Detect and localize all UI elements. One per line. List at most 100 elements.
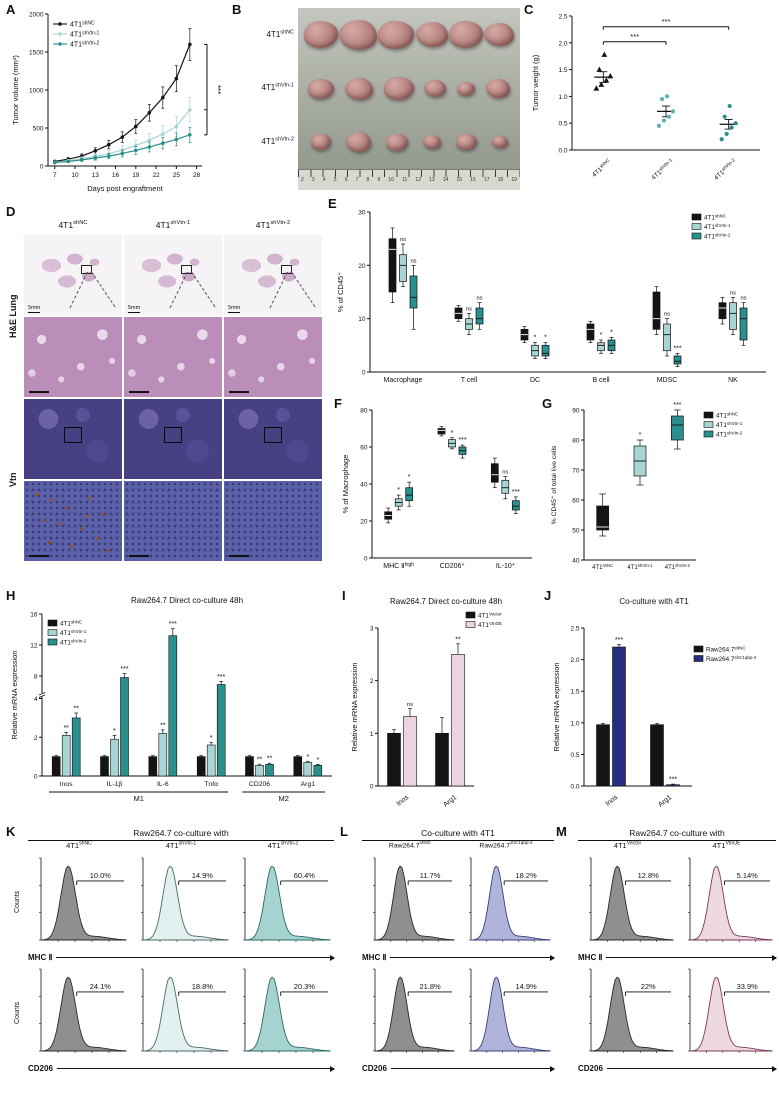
panel-D-histology: 4T1shNC 4T1shVtn-1 4T1shVtn-2 H&E Lung V…: [8, 220, 324, 561]
svg-text:Raw264.7 Direct co-culture 48h: Raw264.7 Direct co-culture 48h: [390, 597, 502, 606]
svg-text:70: 70: [572, 468, 580, 475]
panel-G-cd45-boxplot: 40 50 60 70 80 90 % CD45⁺ of total live cells 4…: [551, 402, 743, 571]
ruler-ticks: [298, 170, 520, 178]
zoom-dash-line: [169, 271, 188, 309]
roi-box: [81, 265, 92, 274]
svg-text:***: ***: [169, 621, 177, 628]
panel-label-L: L: [340, 824, 348, 839]
svg-text:Tnfα: Tnfα: [204, 781, 218, 788]
panel-J-mrna-bar-chart: 0.0 0.5 1.0 1.5 2.0 2.5 Co-culture with 4T1 Rel…: [552, 597, 757, 809]
scale-bar: [129, 390, 149, 393]
ruler-number: 17: [483, 177, 490, 184]
svg-text:Tumor volume (mm³): Tumor volume (mm³): [11, 55, 20, 125]
panel-label-D: D: [6, 204, 16, 219]
svg-text:4T1shVtn-2: 4T1shVtn-2: [60, 639, 87, 647]
svg-text:ns: ns: [664, 312, 670, 318]
tumor-sample: [378, 20, 415, 49]
svg-text:*: *: [113, 728, 116, 735]
ruler-number: 16: [470, 177, 476, 184]
svg-text:Days post engraftment: Days post engraftment: [87, 184, 163, 193]
svg-text:18.2%: 18.2%: [515, 871, 537, 880]
tumor-sample: [338, 19, 377, 50]
svg-text:12.8%: 12.8%: [638, 871, 660, 880]
scale-bar: [29, 554, 49, 557]
svg-text:*: *: [451, 430, 454, 437]
tumor-sample: [456, 81, 475, 96]
svg-text:B cell: B cell: [592, 377, 610, 384]
svg-text:***: ***: [673, 402, 681, 409]
svg-text:2.0: 2.0: [558, 40, 567, 47]
svg-text:1: 1: [370, 731, 374, 738]
tumor-row: [298, 62, 520, 116]
svg-text:0.5: 0.5: [570, 752, 579, 759]
ruler-number: 5: [333, 177, 337, 184]
ruler-number: 13: [429, 177, 435, 184]
svg-text:Macrophage: Macrophage: [384, 377, 423, 384]
flow-header: 4T1shNC 4T1shVtn-1 4T1shVtn-2: [28, 841, 334, 853]
svg-text:4T1shVtn-2: 4T1shVtn-2: [716, 431, 743, 439]
svg-text:Relative mRNA expression: Relative mRNA expression: [350, 662, 359, 751]
zoom-dash-line: [269, 271, 288, 309]
svg-text:24.1%: 24.1%: [90, 982, 112, 991]
svg-text:**: **: [267, 756, 273, 763]
tumor-sample: [383, 77, 414, 100]
svg-text:Raw264.7shNC: Raw264.7shNC: [706, 646, 746, 654]
svg-text:IL-1β: IL-1β: [107, 781, 123, 788]
tumor-sample: [424, 80, 447, 97]
tumor-row-label: 4T1shNC: [266, 29, 294, 40]
vtn-ihc-zoom-shVtn-1: [124, 481, 222, 561]
svg-text:1.5: 1.5: [570, 689, 579, 696]
vtn-ihc-shNC: [24, 399, 122, 479]
svg-text:***: ***: [512, 489, 520, 496]
svg-text:***: ***: [213, 85, 222, 94]
svg-text:**: **: [63, 725, 69, 732]
svg-text:4T1shVtn-2: 4T1shVtn-2: [712, 157, 738, 182]
marker-label: CD206: [578, 1064, 603, 1073]
svg-text:3: 3: [370, 626, 374, 633]
ruler-number: 8: [366, 177, 370, 184]
svg-text:18.8%: 18.8%: [192, 982, 214, 991]
svg-text:5.14%: 5.14%: [737, 871, 759, 880]
tumor-sample: [484, 23, 515, 47]
counts-axis-label: [564, 964, 578, 1062]
tumor-row: [298, 8, 520, 62]
histology-column-headers: 4T1shNC 4T1shVtn-1 4T1shVtn-2: [24, 220, 324, 235]
roi-box: [181, 265, 192, 274]
vtn-ihc-shVtn-1: [124, 399, 222, 479]
svg-text:*: *: [600, 332, 603, 339]
svg-text:***: ***: [458, 437, 466, 444]
svg-text:40: 40: [572, 558, 580, 565]
svg-text:*: *: [534, 335, 537, 342]
flow-histogram: 14.9%: [141, 857, 229, 942]
svg-text:***: ***: [669, 777, 677, 784]
svg-text:Tumor weight (g): Tumor weight (g): [531, 54, 540, 111]
svg-text:Raw264.7shC1qbp-2: Raw264.7shC1qbp-2: [706, 655, 757, 663]
svg-text:ns: ns: [730, 290, 736, 296]
flow-x-axis: MHC Ⅱ: [578, 951, 777, 964]
stain-label-vtn: Vtn: [8, 472, 18, 488]
counts-axis-label: [348, 964, 362, 1062]
svg-text:2: 2: [370, 678, 374, 685]
svg-text:4T1shNC: 4T1shNC: [592, 563, 613, 571]
panel-label-F: F: [334, 396, 342, 411]
counts-axis-label: [348, 853, 362, 951]
vtn-ihc-zoom-shNC: [24, 481, 122, 561]
tumor-sample: [455, 134, 477, 151]
tumor-sample: [491, 136, 508, 149]
flow-column-label: 4T1shNC: [66, 840, 92, 850]
svg-text:13: 13: [92, 172, 100, 179]
svg-text:11.7%: 11.7%: [420, 871, 441, 880]
flow-row: Counts 10.0% 14.9% 60.4%: [14, 853, 334, 951]
svg-text:Relative mRNA expression: Relative mRNA expression: [10, 650, 19, 739]
ruler-numbers: 2 3 4 5 6 7 8 9 10 11 12 13 14 15 16 17 18 19: [298, 177, 520, 183]
svg-text:21.8%: 21.8%: [419, 982, 441, 991]
tumor-row-labels: 4T1shNC 4T1shVtn-1 4T1shVtn-2: [240, 8, 298, 190]
he-lung-zoom-shNC: [24, 317, 122, 397]
ruler-number: 10: [388, 177, 394, 184]
svg-text:***: ***: [120, 666, 128, 673]
counts-axis-label: Counts: [14, 890, 21, 914]
svg-text:4T1shVtn-1: 4T1shVtn-1: [627, 563, 653, 571]
histology-row-labels: H&E Lung Vtn: [8, 235, 24, 561]
